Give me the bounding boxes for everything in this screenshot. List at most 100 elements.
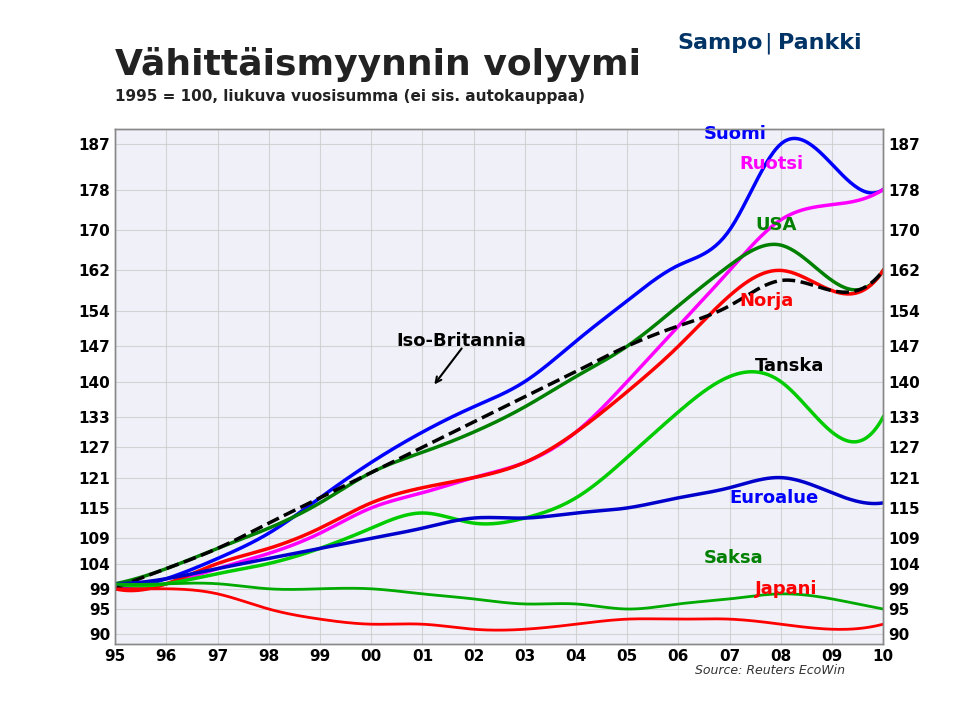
USA bbox=[360, 471, 372, 480]
Euroalue bbox=[592, 507, 604, 516]
Euroalue bbox=[109, 579, 121, 588]
Tanska bbox=[109, 579, 121, 588]
Tanska bbox=[362, 526, 373, 534]
Suomi bbox=[877, 185, 889, 194]
Norja bbox=[594, 410, 606, 418]
Text: Suomi: Suomi bbox=[704, 125, 767, 143]
Ruotsi bbox=[109, 584, 121, 593]
Saksa bbox=[667, 600, 679, 609]
Japani bbox=[492, 626, 504, 634]
Japani bbox=[362, 620, 373, 629]
Ruotsi bbox=[669, 325, 681, 334]
USA bbox=[663, 309, 675, 317]
Norja bbox=[665, 349, 677, 357]
Ruotsi bbox=[665, 329, 677, 338]
Saksa bbox=[416, 589, 427, 598]
Line: Saksa: Saksa bbox=[115, 583, 883, 609]
Suomi bbox=[663, 266, 675, 274]
Iso-Britannia bbox=[592, 356, 604, 364]
Norja bbox=[877, 266, 889, 275]
Suomi bbox=[202, 558, 213, 567]
Suomi bbox=[789, 134, 801, 142]
Text: Source: Reuters EcoWin: Source: Reuters EcoWin bbox=[695, 664, 845, 677]
Tanska bbox=[132, 581, 144, 590]
Norja bbox=[669, 345, 681, 354]
Euroalue bbox=[877, 498, 889, 507]
Suomi bbox=[360, 462, 372, 470]
Saksa bbox=[671, 600, 683, 609]
Text: Tanska: Tanska bbox=[756, 357, 825, 375]
Japani bbox=[671, 615, 683, 624]
Tanska bbox=[747, 367, 758, 376]
Text: Euroalue: Euroalue bbox=[730, 489, 819, 507]
Line: Suomi: Suomi bbox=[115, 138, 883, 589]
Suomi bbox=[414, 430, 425, 438]
Japani bbox=[667, 615, 679, 624]
Text: Iso-Britannia: Iso-Britannia bbox=[396, 332, 527, 350]
Ruotsi bbox=[204, 567, 215, 576]
Line: Euroalue: Euroalue bbox=[115, 478, 883, 584]
Text: Saksa: Saksa bbox=[704, 549, 763, 568]
Tanska bbox=[665, 414, 677, 422]
Tanska bbox=[669, 410, 681, 419]
Line: Ruotsi: Ruotsi bbox=[115, 190, 883, 589]
Tanska bbox=[416, 508, 427, 517]
Norja bbox=[416, 484, 427, 493]
Line: Japani: Japani bbox=[115, 589, 883, 630]
Tanska bbox=[204, 571, 215, 580]
Text: 1995 = 100, liukuva vuosisumma (ei sis. autokauppaa): 1995 = 100, liukuva vuosisumma (ei sis. … bbox=[115, 89, 586, 104]
Tanska bbox=[877, 412, 889, 421]
Japani bbox=[596, 616, 608, 625]
Iso-Britannia bbox=[360, 471, 372, 480]
Iso-Britannia bbox=[414, 445, 425, 453]
Euroalue bbox=[667, 495, 679, 503]
Text: USA: USA bbox=[756, 216, 797, 234]
Saksa bbox=[204, 579, 215, 588]
Saksa bbox=[190, 579, 202, 587]
Text: Japani: Japani bbox=[756, 580, 818, 598]
Saksa bbox=[877, 605, 889, 614]
Norja bbox=[204, 562, 215, 571]
Text: Ruotsi: Ruotsi bbox=[740, 155, 804, 173]
Iso-Britannia bbox=[663, 325, 675, 334]
Norja bbox=[774, 266, 785, 275]
Norja bbox=[109, 584, 121, 593]
USA bbox=[109, 579, 121, 588]
USA bbox=[877, 266, 889, 275]
Ruotsi bbox=[877, 185, 889, 194]
Saksa bbox=[109, 579, 121, 588]
Japani bbox=[204, 588, 215, 596]
Saksa bbox=[594, 602, 606, 611]
Euroalue bbox=[663, 495, 675, 504]
Suomi bbox=[109, 584, 121, 593]
Iso-Britannia bbox=[202, 548, 213, 557]
Tanska bbox=[594, 476, 606, 485]
USA bbox=[768, 240, 780, 248]
Japani bbox=[154, 584, 165, 593]
USA bbox=[667, 306, 679, 314]
Iso-Britannia bbox=[109, 584, 121, 593]
Text: Pankki: Pankki bbox=[778, 33, 861, 53]
Text: Sampo: Sampo bbox=[678, 33, 763, 53]
Japani bbox=[877, 620, 889, 629]
Euroalue bbox=[202, 566, 213, 575]
USA bbox=[202, 548, 213, 556]
Saksa bbox=[623, 605, 635, 614]
Text: |: | bbox=[764, 32, 772, 54]
Norja bbox=[362, 500, 373, 509]
Text: Norja: Norja bbox=[740, 291, 794, 310]
Line: Norja: Norja bbox=[115, 271, 883, 591]
Line: USA: USA bbox=[115, 244, 883, 584]
Saksa bbox=[362, 584, 373, 593]
Suomi bbox=[592, 319, 604, 327]
Japani bbox=[109, 584, 121, 593]
Ruotsi bbox=[416, 489, 427, 498]
Euroalue bbox=[360, 535, 372, 543]
Euroalue bbox=[774, 473, 785, 482]
USA bbox=[592, 359, 604, 368]
Iso-Britannia bbox=[667, 324, 679, 332]
USA bbox=[414, 449, 425, 458]
Ruotsi bbox=[362, 505, 373, 514]
Text: Vähittäismyynnin volyymi: Vähittäismyynnin volyymi bbox=[115, 47, 641, 82]
Suomi bbox=[667, 263, 679, 272]
